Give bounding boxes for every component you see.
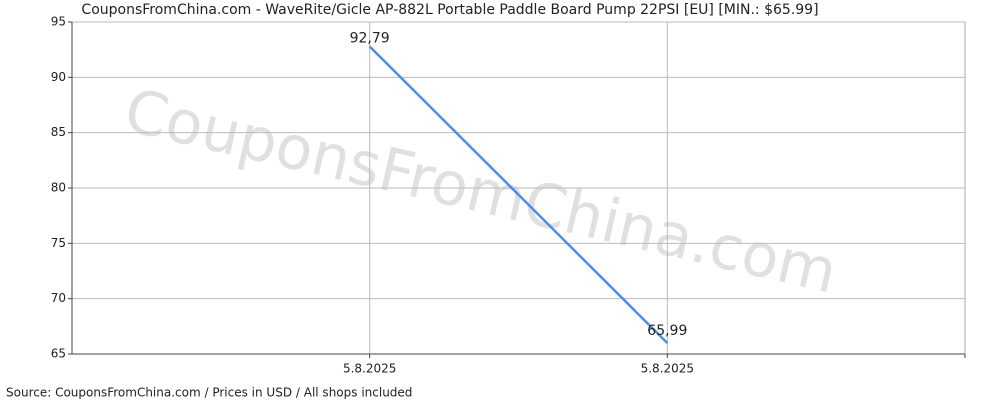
x-tick-label: 5.8.2025 (641, 362, 694, 376)
y-tick-label: 95 (51, 15, 66, 29)
x-tick-label: 5.8.2025 (343, 362, 396, 376)
y-tick-label: 65 (51, 347, 66, 361)
source-note: Source: CouponsFromChina.com / Prices in… (6, 386, 412, 400)
watermark: CouponsFromChina.com (118, 76, 843, 308)
chart-title: CouponsFromChina.com - WaveRite/Gicle AP… (81, 2, 818, 18)
data-label: 65,99 (647, 323, 687, 339)
price-line (368, 45, 669, 344)
data-label: 92,79 (350, 30, 390, 46)
y-tick-label: 70 (51, 291, 66, 305)
y-tick-label: 90 (51, 70, 66, 84)
y-tick-label: 75 (51, 236, 66, 250)
y-tick-label: 80 (51, 181, 66, 195)
y-tick-label: 85 (51, 125, 66, 139)
